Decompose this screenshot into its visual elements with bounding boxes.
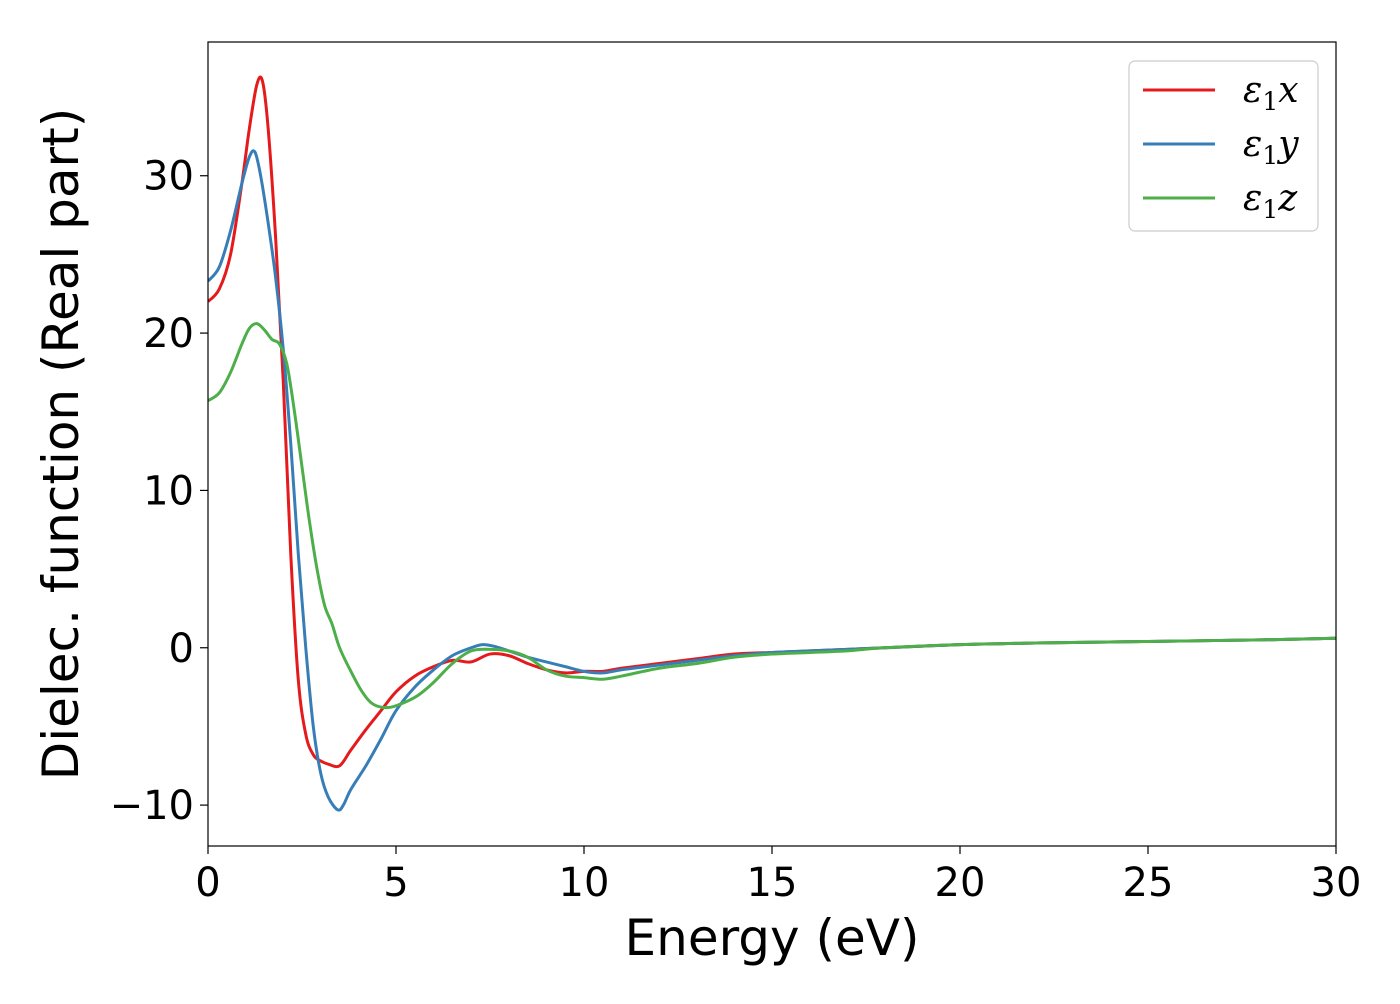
x-tick-label: 0 <box>195 860 220 906</box>
legend-label-main: ε <box>1243 70 1262 111</box>
legend-label-z: ε1z <box>1243 178 1298 224</box>
y-tick-label: 10 <box>143 468 194 514</box>
x-axis: 0 5 10 15 20 25 30 <box>195 846 1361 906</box>
legend-label-suffix: z <box>1277 178 1298 219</box>
x-tick-label: 30 <box>1311 860 1362 906</box>
x-tick-label: 10 <box>559 860 610 906</box>
legend-label-sub: 1 <box>1262 141 1278 170</box>
legend-label-sub: 1 <box>1262 195 1278 224</box>
legend-label-suffix: x <box>1278 70 1298 111</box>
y-axis-label: Dielec. function (Real part) <box>32 108 90 780</box>
x-tick-label: 20 <box>935 860 986 906</box>
y-tick-label: 30 <box>143 154 194 200</box>
y-tick-label: 20 <box>143 311 194 357</box>
legend-box <box>1128 60 1319 232</box>
x-tick-label: 25 <box>1123 860 1174 906</box>
y-axis: −10 0 10 20 30 <box>110 154 208 829</box>
legend-label-main: ε <box>1243 178 1262 219</box>
y-tick-label: −10 <box>110 783 194 829</box>
x-axis-label: Energy (eV) <box>625 909 920 967</box>
series-line-y <box>208 149 1336 812</box>
series-line-z <box>208 322 1336 710</box>
x-tick-label: 15 <box>747 860 798 906</box>
series-layer <box>208 75 1336 812</box>
legend-label-sub: 1 <box>1262 87 1278 116</box>
legend-label-suffix: y <box>1276 124 1299 165</box>
legend-label-main: ε <box>1243 124 1262 165</box>
legend-label-y: ε1y <box>1243 124 1299 170</box>
x-tick-label: 5 <box>383 860 408 906</box>
y-tick-label: 0 <box>169 626 194 672</box>
legend-label-x: ε1x <box>1243 70 1299 116</box>
